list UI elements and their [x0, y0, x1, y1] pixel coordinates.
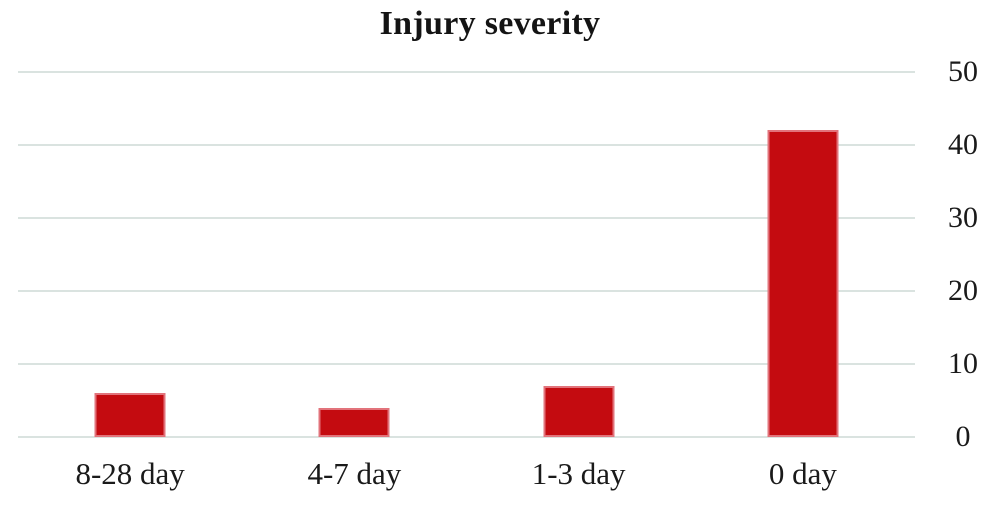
y-axis-tick-label: 10 [948, 347, 978, 380]
x-axis-category-label: 1-3 day [531, 456, 626, 491]
bar-1-3-day [543, 385, 615, 437]
y-axis-tick-label: 50 [948, 55, 978, 88]
gridline [18, 217, 915, 219]
chart-title: Injury severity [379, 5, 601, 42]
x-axis-category-label: 4-7 day [307, 456, 402, 491]
gridline [18, 436, 915, 438]
bar-0-day [767, 130, 839, 437]
y-axis-tick-label: 0 [955, 420, 971, 453]
bar-4-7-day [318, 407, 390, 437]
y-axis-tick-label: 30 [948, 201, 978, 234]
gridline [18, 290, 915, 292]
bar-8-28-day [94, 393, 166, 437]
gridline [18, 363, 915, 365]
plot-area: 0 10 20 30 40 50 [18, 57, 978, 452]
y-axis-tick-label: 40 [948, 128, 978, 161]
y-axis-tick-label: 20 [948, 274, 978, 307]
x-axis: 8-28 day 4-7 day 1-3 day 0 day [18, 455, 915, 494]
x-axis-category-label: 8-28 day [75, 456, 185, 491]
x-axis-category-label: 0 day [768, 456, 837, 491]
gridline [18, 144, 915, 146]
gridline [18, 71, 915, 73]
